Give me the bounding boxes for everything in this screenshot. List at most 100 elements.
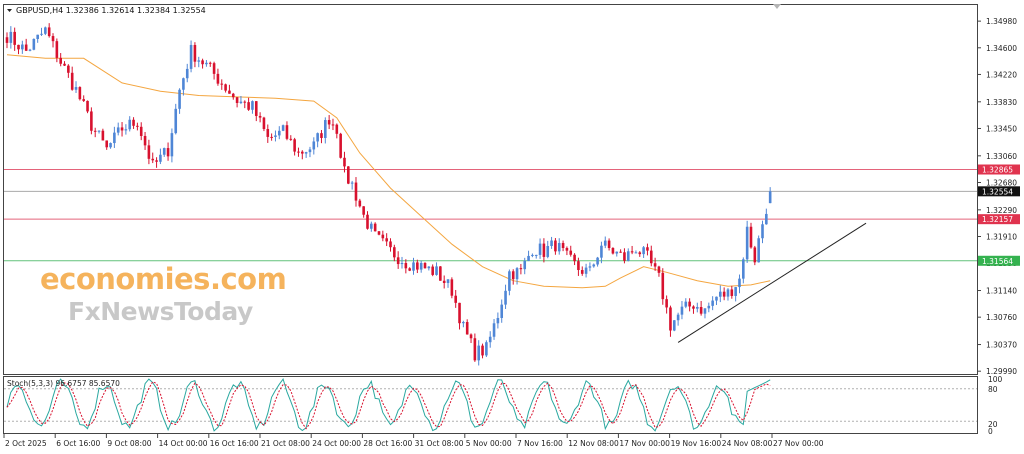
candle-body bbox=[726, 289, 730, 297]
candle-body bbox=[101, 130, 105, 141]
candle-body bbox=[711, 300, 714, 306]
candle-body bbox=[155, 160, 158, 162]
price-tick-label: 1.34600 bbox=[986, 44, 1017, 53]
price-tick-label: 1.32680 bbox=[986, 178, 1017, 187]
price-tick-label: 1.31140 bbox=[986, 287, 1017, 296]
time-tick-label: 16 Oct 16:00 bbox=[210, 439, 259, 448]
price-tick-label: 1.33060 bbox=[986, 152, 1017, 161]
price-tick-label: 1.34980 bbox=[986, 17, 1017, 26]
candle-body bbox=[722, 291, 726, 297]
candle-body bbox=[665, 299, 668, 308]
price-label: 1.32865 bbox=[982, 166, 1013, 175]
candle-body bbox=[120, 127, 124, 131]
candle-body bbox=[481, 345, 484, 356]
candle-body bbox=[542, 243, 546, 257]
candle-body bbox=[339, 133, 342, 158]
candle-body bbox=[396, 257, 400, 265]
candle-body bbox=[266, 129, 270, 137]
candle-body bbox=[565, 247, 569, 251]
candle-body bbox=[588, 266, 592, 268]
candle-body bbox=[335, 124, 339, 134]
candle-body bbox=[619, 251, 622, 253]
candle-body bbox=[684, 301, 688, 307]
price-tick-label: 1.33450 bbox=[986, 124, 1017, 133]
candle-body bbox=[370, 223, 373, 229]
candle-body bbox=[109, 143, 112, 148]
price-labels: 1.32865 1.32554 1.32157 1.31564 bbox=[978, 164, 1020, 266]
candle-body bbox=[450, 279, 454, 296]
candle-body bbox=[178, 89, 181, 109]
candle-body bbox=[623, 252, 626, 261]
candle-body bbox=[557, 242, 561, 252]
candle-body bbox=[603, 240, 607, 246]
candle-body bbox=[105, 140, 109, 148]
candle-body bbox=[577, 261, 580, 271]
candle-body bbox=[28, 49, 32, 51]
candle-body bbox=[21, 44, 24, 50]
symbol-dropdown-icon[interactable] bbox=[7, 9, 12, 12]
chart-shift-marker-icon[interactable] bbox=[773, 4, 781, 9]
candle-body bbox=[765, 213, 768, 225]
candle-body bbox=[753, 247, 757, 263]
candle-body bbox=[719, 291, 722, 297]
candle-body bbox=[534, 254, 538, 256]
horizontal-lines bbox=[4, 169, 977, 262]
candle-body bbox=[458, 302, 461, 324]
candle-body bbox=[139, 126, 143, 136]
candle-body bbox=[646, 247, 649, 251]
candle-body bbox=[300, 151, 304, 154]
candle-body bbox=[205, 62, 208, 65]
candle-body bbox=[692, 306, 695, 309]
candle-body bbox=[703, 308, 707, 314]
candle-body bbox=[90, 111, 93, 131]
candle-body bbox=[258, 115, 262, 118]
candle-body bbox=[661, 272, 665, 300]
candle-body bbox=[70, 72, 74, 90]
time-tick-label: 6 Oct 16:00 bbox=[56, 439, 100, 448]
candle-body bbox=[316, 133, 319, 142]
candle-body bbox=[59, 57, 62, 64]
candle-body bbox=[331, 124, 335, 126]
candle-body bbox=[680, 306, 684, 315]
candle-body bbox=[393, 247, 396, 258]
candle-body bbox=[327, 120, 331, 125]
candle-body bbox=[247, 102, 250, 110]
candle-body bbox=[561, 242, 565, 248]
support-trendline[interactable] bbox=[677, 222, 867, 343]
candle-body bbox=[400, 263, 404, 265]
candle-body bbox=[47, 27, 51, 37]
candle-body bbox=[615, 251, 619, 254]
candle-body bbox=[24, 44, 28, 51]
candle-body bbox=[228, 90, 231, 94]
time-tick-label: 9 Oct 08:00 bbox=[107, 439, 151, 448]
candle-body bbox=[159, 154, 162, 162]
candle-body bbox=[626, 251, 630, 261]
candle-body bbox=[143, 135, 147, 146]
candle-body bbox=[312, 141, 316, 150]
watermark-line1: economies.com bbox=[40, 262, 286, 296]
candle-body bbox=[749, 226, 753, 248]
candle-body bbox=[354, 182, 358, 201]
time-tick-label: 27 Nov 00:00 bbox=[773, 439, 824, 448]
stoch-label: Stoch(5,3,3) 96.6757 85.6570 bbox=[7, 379, 120, 388]
candle-body bbox=[757, 238, 760, 263]
candle-body bbox=[768, 191, 772, 204]
candle-body bbox=[730, 289, 734, 296]
candle-body bbox=[761, 224, 764, 239]
time-tick-label: 21 Oct 08:00 bbox=[261, 439, 310, 448]
price-tick-label: 1.30370 bbox=[986, 341, 1017, 350]
candle-body bbox=[642, 247, 645, 255]
candle-body bbox=[592, 264, 596, 267]
candle-body bbox=[5, 37, 9, 43]
candle-body bbox=[699, 307, 703, 314]
candle-body bbox=[469, 334, 473, 339]
candle-body bbox=[715, 296, 718, 301]
candle-body bbox=[93, 130, 97, 132]
price-label-box bbox=[978, 186, 1020, 197]
candle-body bbox=[174, 108, 178, 134]
candlesticks bbox=[5, 23, 772, 366]
candle-body bbox=[185, 68, 189, 79]
candle-body bbox=[9, 31, 13, 43]
stoch-tick-label: 0 bbox=[988, 427, 993, 436]
symbol-ohlc-readout: GBPUSD,H4 1.32386 1.32614 1.32384 1.3255… bbox=[16, 6, 206, 15]
